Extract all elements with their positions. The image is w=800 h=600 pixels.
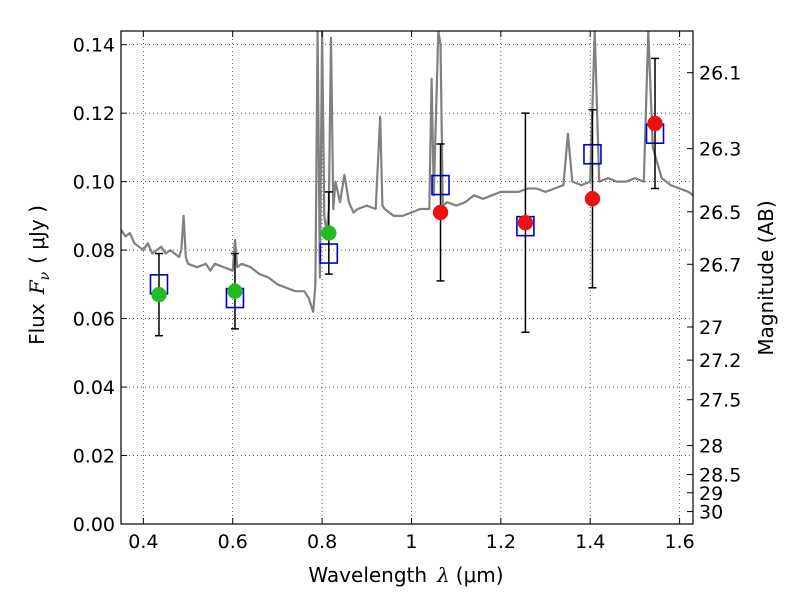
observed-point xyxy=(432,204,449,221)
observed-point xyxy=(517,214,534,231)
x-tick-label: 0.8 xyxy=(307,531,337,553)
sed-model-line xyxy=(121,31,693,313)
y-tick-label: 0.04 xyxy=(73,377,115,399)
y-tick-label: 0.10 xyxy=(73,172,115,194)
y-tick-label: 0.08 xyxy=(73,240,115,262)
mag-tick-label: 27.5 xyxy=(699,390,741,412)
y-tick-label: 0.00 xyxy=(73,514,115,536)
x-tick-label: 1.6 xyxy=(664,531,694,553)
tick-labels: 0.4 0.6 0.8 1 1.2 1.4 1.6 0.00 0.02 0.04 0.06 0.08 0… xyxy=(73,35,742,553)
mag-tick-label: 28 xyxy=(699,436,723,458)
mag-tick-label: 26.3 xyxy=(699,139,741,161)
x-tick-label: 1.2 xyxy=(486,531,516,553)
observed-point xyxy=(321,225,337,241)
mag-tick-label: 26.1 xyxy=(699,63,741,85)
y-tick-label: 0.06 xyxy=(73,309,115,331)
x-tick-label: 0.4 xyxy=(128,531,158,553)
mag-tick-label: 26.7 xyxy=(699,254,741,276)
y-axis-title: FluxFν( μJy ) xyxy=(25,205,53,345)
observed-point xyxy=(584,191,601,207)
mag-tick-label: 29 xyxy=(699,483,723,505)
tick-marks xyxy=(121,31,693,525)
observed-point xyxy=(647,115,663,132)
mag-tick-label: 27.2 xyxy=(699,350,741,372)
plot-frame xyxy=(120,30,694,525)
y-tick-label: 0.12 xyxy=(73,103,115,125)
x-tick-label: 1 xyxy=(405,531,417,553)
x-tick-label: 0.6 xyxy=(218,531,248,553)
y-tick-label: 0.14 xyxy=(73,35,115,57)
mag-tick-label: 30 xyxy=(699,502,723,524)
observed-point xyxy=(227,283,243,299)
y-tick-label: 0.02 xyxy=(73,446,115,468)
mag-tick-label: 28.5 xyxy=(699,465,741,487)
observed-point xyxy=(151,286,167,303)
plot-area xyxy=(121,31,693,337)
mag-tick-label: 26.5 xyxy=(699,202,741,224)
x-axis-title: Wavelength λ (μm) xyxy=(308,563,503,587)
y2-axis-title: Magnitude (AB) xyxy=(754,200,778,355)
x-tick-label: 1.4 xyxy=(575,531,605,553)
mag-tick-label: 27 xyxy=(699,317,723,339)
